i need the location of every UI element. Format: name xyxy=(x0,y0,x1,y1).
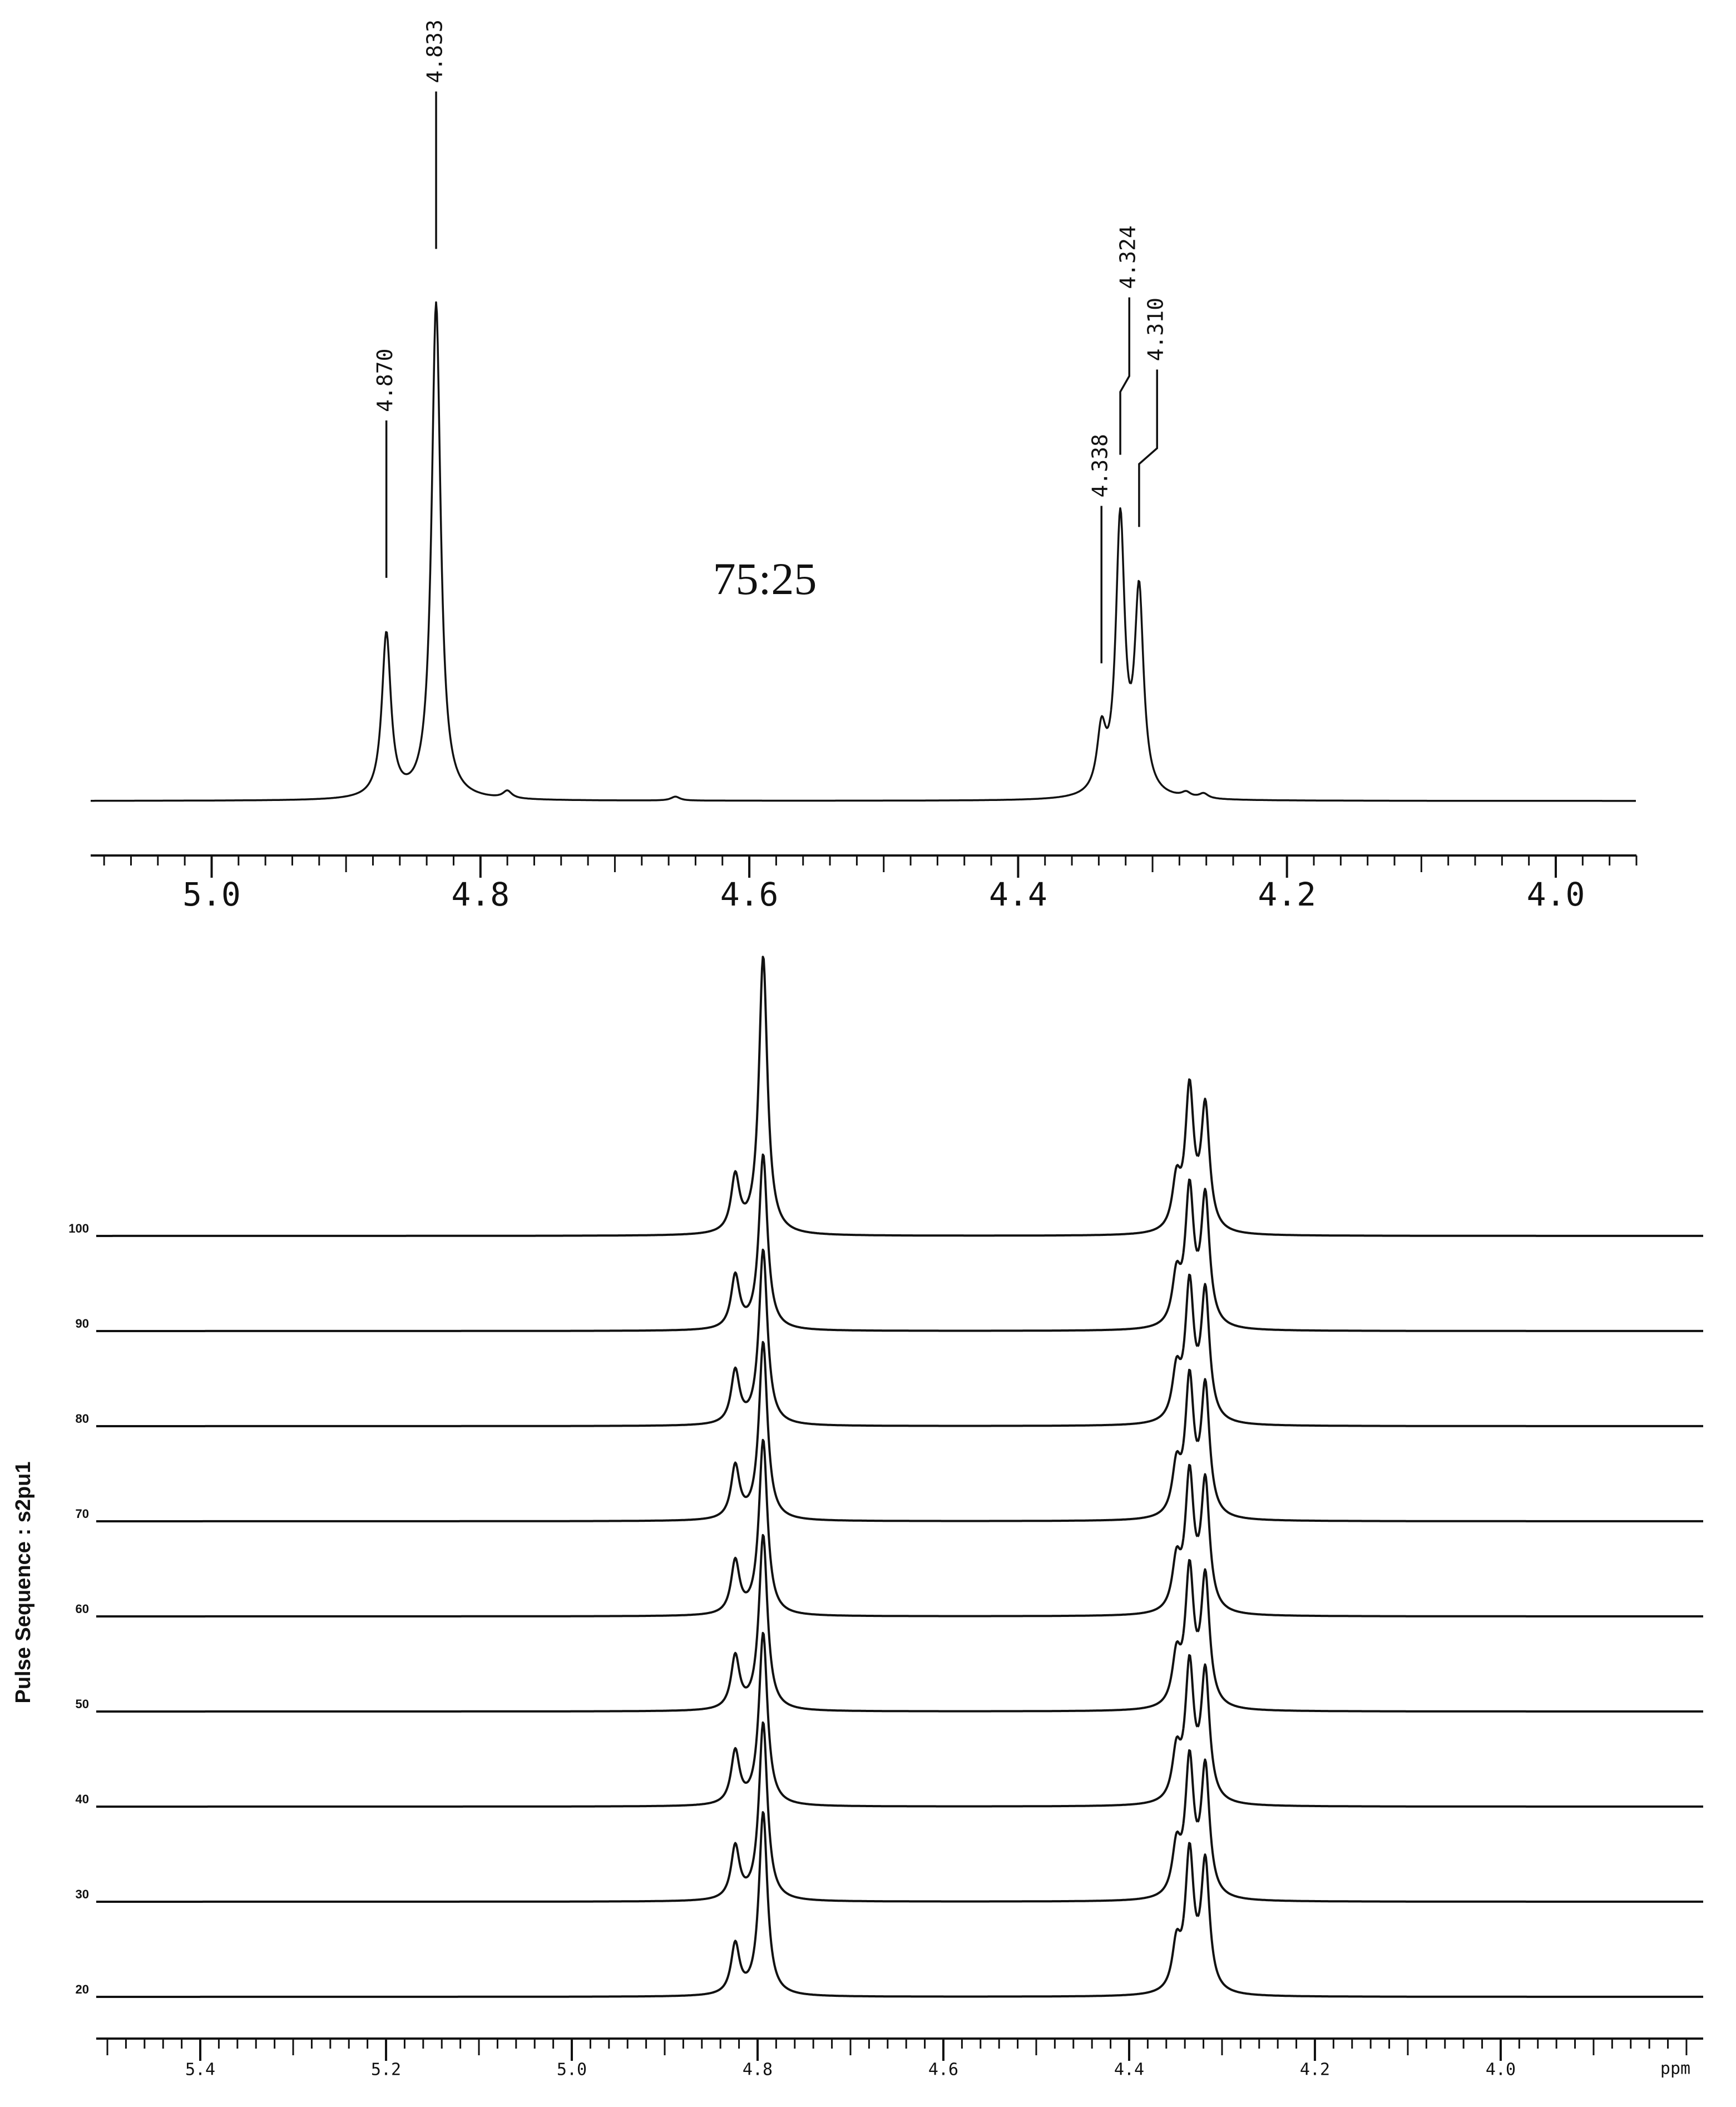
spectrum-trace xyxy=(1196,1853,1704,1998)
x-tick-label: 5.4 xyxy=(185,2060,215,2080)
spectrum-trace xyxy=(471,788,592,802)
spectrum-trace xyxy=(1196,1568,1704,1713)
spectrum-trace xyxy=(970,1155,1185,1237)
x-tick-label: 4.0 xyxy=(1527,876,1585,913)
spectrum-trace xyxy=(1182,1842,1199,1919)
spectrum-trace xyxy=(1182,1273,1199,1348)
spectrum-trace xyxy=(1110,507,1131,710)
trace-label: 80 xyxy=(76,1412,89,1426)
peak-label: 4.338 xyxy=(1088,434,1112,497)
spectrum-trace xyxy=(1162,785,1196,796)
spectrum-trace xyxy=(970,1823,1185,1903)
spectrum-trace xyxy=(970,1538,1185,1618)
x-tick-label: 4.8 xyxy=(451,876,510,913)
spectrum-trace xyxy=(748,1341,971,1522)
spectrum-trace xyxy=(96,1366,751,1427)
ratio-annotation: 75:25 xyxy=(713,553,817,604)
spectrum-trace xyxy=(970,1728,1185,1808)
spectrum-trace xyxy=(748,1721,971,1903)
spectrum-trace xyxy=(970,1918,1185,1998)
trace-label: 60 xyxy=(76,1602,89,1616)
x-tick-label: 4.2 xyxy=(1258,876,1316,913)
spectrum-trace xyxy=(96,1461,751,1522)
spectrum-trace xyxy=(1182,1078,1199,1157)
peak-label-leader xyxy=(1138,369,1158,527)
spectrum-trace xyxy=(1196,1378,1704,1522)
spectrum-trace xyxy=(1129,580,1164,787)
spectrum-trace xyxy=(970,1633,1185,1713)
spectrum-trace xyxy=(96,1842,751,1903)
spectrum-trace xyxy=(1196,1758,1704,1903)
trace-label: 30 xyxy=(76,1887,89,1901)
spectrum-trace xyxy=(96,1170,751,1237)
spectrum-trace xyxy=(748,1248,971,1427)
spectrum-trace xyxy=(748,1438,971,1618)
x-tick-label: 4.0 xyxy=(1486,2060,1516,2080)
spectrum-trace xyxy=(96,1271,751,1332)
spectrum-trace xyxy=(90,631,413,802)
x-tick-label: 4.4 xyxy=(1114,2060,1144,2080)
spectrum-trace xyxy=(96,1556,751,1618)
x-tick-label: 4.8 xyxy=(743,2060,773,2080)
x-tick-label: 4.6 xyxy=(720,876,779,913)
spectrum-trace xyxy=(748,1153,971,1332)
spectrum-trace xyxy=(748,956,971,1237)
peak-label: 4.324 xyxy=(1116,225,1140,289)
spectrum-trace xyxy=(1196,1283,1704,1427)
spectrum-trace xyxy=(96,1651,751,1713)
peak-label-leader xyxy=(1119,297,1130,455)
peak-label: 4.310 xyxy=(1144,298,1168,361)
spectrum-trace xyxy=(1182,1178,1199,1253)
spectrum-trace xyxy=(748,1811,971,1998)
spectrum-trace xyxy=(970,1253,1185,1332)
x-tick-label: 4.6 xyxy=(928,2060,958,2080)
spectrum-trace xyxy=(592,795,889,802)
spectrum-trace xyxy=(96,1940,751,1998)
spectrum-trace xyxy=(1196,1663,1704,1808)
spectrum-trace xyxy=(1182,1463,1199,1539)
trace-label: 70 xyxy=(76,1507,89,1521)
y-axis-label: Pulse Sequence : s2pu1 xyxy=(12,1461,35,1703)
spectrum-trace xyxy=(1182,1749,1199,1824)
spectrum-trace xyxy=(970,1348,1185,1427)
peak-label: 4.833 xyxy=(423,19,447,83)
spectrum-trace xyxy=(1196,1473,1704,1618)
spectrum-trace xyxy=(96,1747,751,1808)
spectrum-trace xyxy=(1196,1097,1704,1237)
spectrum-trace xyxy=(1195,792,1636,802)
x-tick-label: 5.0 xyxy=(557,2060,587,2080)
x-tick-label: 5.0 xyxy=(182,876,241,913)
spectrum-trace xyxy=(748,1631,971,1808)
spectrum-trace xyxy=(411,301,473,790)
trace-label: 40 xyxy=(76,1792,89,1806)
x-tick-label: 4.4 xyxy=(989,876,1047,913)
spectrum-trace xyxy=(1196,1188,1704,1332)
trace-label: 50 xyxy=(76,1697,89,1711)
spectrum-trace xyxy=(748,1534,971,1713)
x-tick-label: 4.2 xyxy=(1300,2060,1330,2080)
trace-label: 20 xyxy=(76,1982,89,1996)
spectrum-trace xyxy=(970,1443,1185,1522)
spectrum-trace xyxy=(1182,1368,1199,1443)
trace-label: 90 xyxy=(76,1317,89,1331)
spectrum-trace xyxy=(1182,1654,1199,1729)
spectrum-trace xyxy=(889,710,1112,802)
trace-label: 100 xyxy=(68,1221,89,1235)
x-tick-label: 5.2 xyxy=(371,2060,401,2080)
peak-label: 4.870 xyxy=(373,349,397,412)
spectrum-trace xyxy=(1182,1559,1199,1634)
x-axis-unit: ppm xyxy=(1660,2059,1690,2079)
